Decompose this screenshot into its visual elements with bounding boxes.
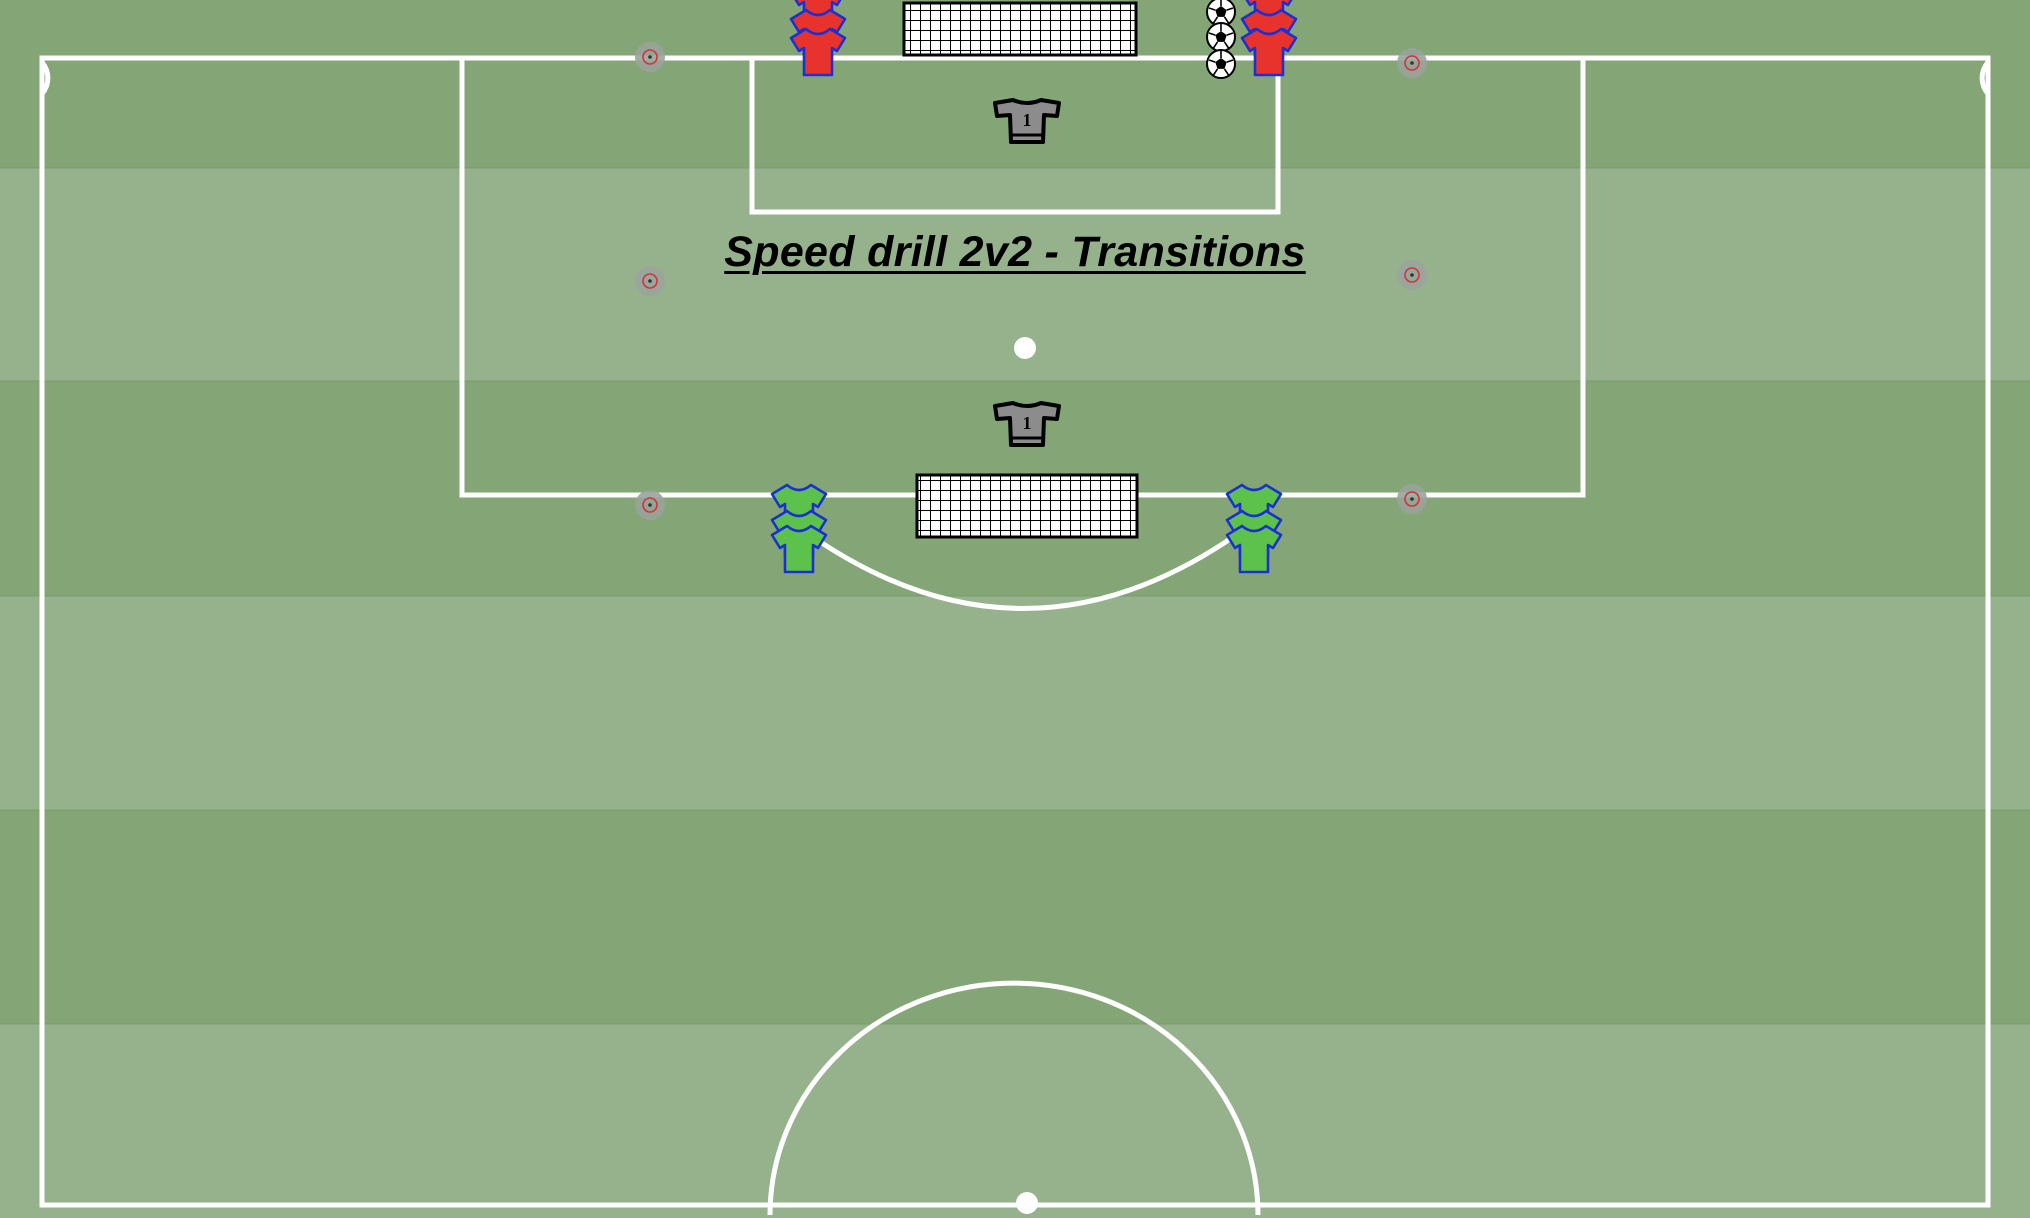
corner-arc-left	[39, 60, 51, 96]
goalkeeper-number: 1	[1023, 413, 1032, 433]
goalkeeper-number: 1	[1023, 110, 1032, 130]
soccer-ball-icon	[1206, 49, 1236, 79]
pitch-lines	[39, 55, 1991, 1216]
goalkeeper-bottom: 1	[993, 401, 1061, 447]
corner-arc-right	[1979, 60, 1991, 96]
goal-net-top-icon	[902, 1, 1138, 57]
center-spot	[1016, 1192, 1038, 1214]
goal-net-bottom-icon	[915, 473, 1139, 539]
center-circle	[767, 980, 1261, 1216]
cone-icon	[634, 489, 666, 521]
cone-icon	[1396, 483, 1428, 515]
penalty-spot	[1014, 337, 1036, 359]
penalty-arc	[808, 532, 1238, 611]
goal-area	[749, 55, 1281, 215]
soccer-ball-icon	[1206, 22, 1236, 52]
cone-icon	[634, 265, 666, 297]
cone-icon	[1396, 47, 1428, 79]
cone-icon	[1396, 259, 1428, 291]
goalkeeper-top: 1	[993, 98, 1061, 144]
cone-icon	[634, 41, 666, 73]
